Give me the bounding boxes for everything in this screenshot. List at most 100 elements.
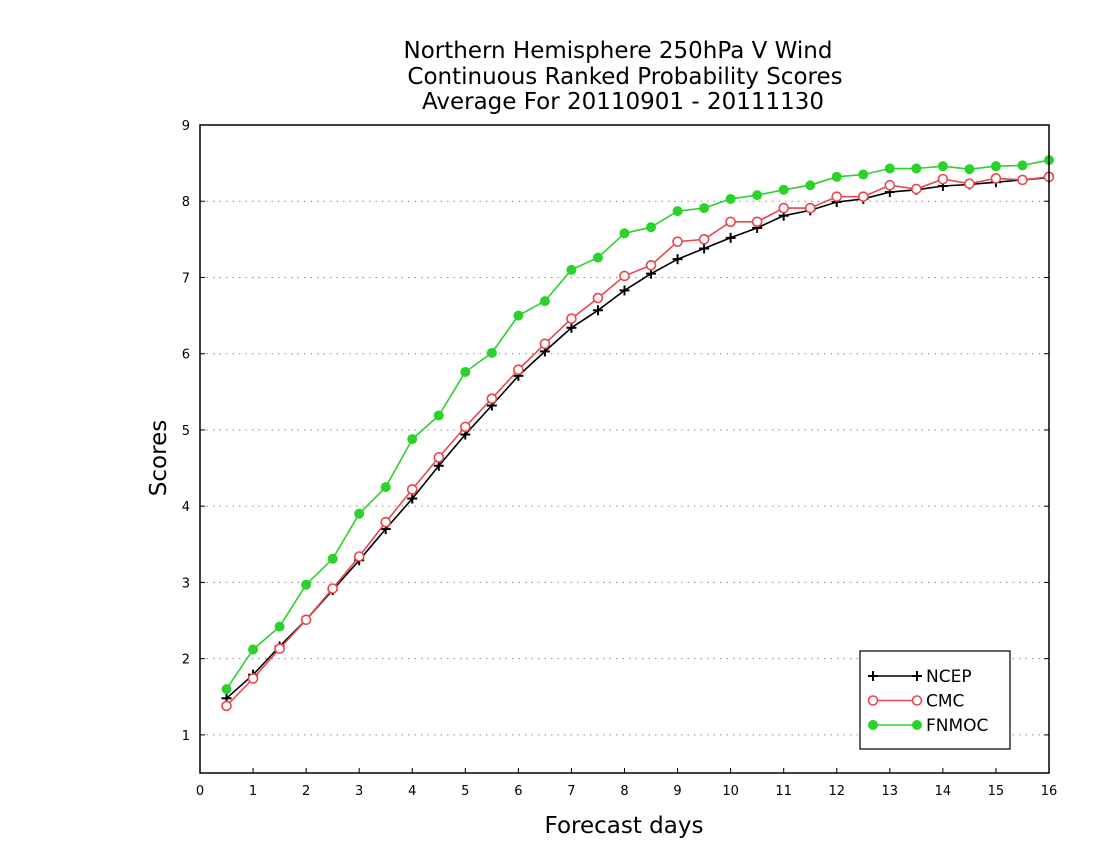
data-point-fnmoc-28 bbox=[964, 164, 975, 175]
title-line-2: Continuous Ranked Probability Scores bbox=[407, 64, 842, 90]
data-point-fnmoc-3 bbox=[301, 579, 312, 590]
legend-marker-start-cmc bbox=[867, 695, 879, 706]
data-point-cmc-26 bbox=[911, 183, 922, 195]
series-line-cmc bbox=[225, 176, 1050, 707]
data-point-cmc-2 bbox=[274, 643, 285, 655]
data-point-fnmoc-25 bbox=[884, 163, 895, 174]
data-point-cmc-8 bbox=[433, 452, 445, 463]
data-point-fnmoc-18 bbox=[699, 203, 710, 214]
data-point-cmc-20 bbox=[751, 216, 763, 228]
data-point-ncep-17 bbox=[672, 254, 683, 265]
y-tick-label-2: 2 bbox=[182, 653, 190, 668]
series-line-fnmoc bbox=[225, 159, 1050, 690]
data-point-cmc-14 bbox=[592, 292, 604, 304]
data-point-fnmoc-24 bbox=[858, 169, 869, 180]
legend-marker-end-fnmoc bbox=[912, 720, 922, 730]
x-tick-label-3: 3 bbox=[355, 784, 363, 799]
data-point-ncep-7 bbox=[407, 493, 418, 504]
y-tick-label-7: 7 bbox=[182, 271, 190, 286]
data-point-fnmoc-6 bbox=[380, 482, 391, 493]
data-point-cmc-17 bbox=[672, 236, 683, 247]
x-tick-label-11: 11 bbox=[775, 784, 792, 799]
data-point-fnmoc-7 bbox=[407, 434, 418, 445]
data-point-fnmoc-27 bbox=[937, 161, 948, 172]
series-fnmoc bbox=[221, 155, 1054, 695]
data-point-cmc-18 bbox=[698, 234, 710, 245]
x-tick-label-8: 8 bbox=[620, 784, 628, 799]
data-point-fnmoc-30 bbox=[1017, 160, 1028, 171]
data-point-fnmoc-12 bbox=[539, 296, 550, 307]
data-point-fnmoc-11 bbox=[513, 310, 524, 321]
y-tick-label-6: 6 bbox=[182, 348, 190, 363]
x-tick-label-13: 13 bbox=[882, 784, 899, 799]
data-point-fnmoc-17 bbox=[672, 206, 683, 217]
y-tick-label-3: 3 bbox=[182, 576, 190, 591]
title-line-1: Northern Hemisphere 250hPa V Wind bbox=[404, 38, 833, 64]
y-axis: 1 2 3 4 5 6 7 8 9 bbox=[182, 119, 1049, 744]
y-tick-label-1: 1 bbox=[182, 729, 190, 744]
data-point-ncep-18 bbox=[699, 243, 710, 254]
data-point-fnmoc-10 bbox=[486, 347, 497, 358]
data-point-fnmoc-2 bbox=[274, 621, 285, 632]
data-point-cmc-27 bbox=[937, 173, 949, 185]
data-point-cmc-4 bbox=[327, 583, 338, 594]
data-point-cmc-10 bbox=[486, 393, 498, 404]
data-point-cmc-21 bbox=[778, 202, 789, 214]
legend-marker-end-ncep bbox=[912, 671, 922, 681]
data-point-cmc-15 bbox=[619, 270, 630, 282]
y-axis-label: Scores bbox=[146, 420, 172, 496]
data-point-cmc-11 bbox=[513, 364, 524, 376]
series-layer bbox=[221, 155, 1055, 712]
legend-label-ncep: NCEP bbox=[926, 667, 972, 687]
legend-marker-start-ncep bbox=[868, 671, 878, 681]
x-tick-label-10: 10 bbox=[722, 784, 739, 799]
data-point-cmc-30 bbox=[1017, 174, 1028, 186]
x-tick-label-4: 4 bbox=[408, 784, 416, 799]
x-tick-label-5: 5 bbox=[461, 784, 469, 799]
x-axis-label: Forecast days bbox=[545, 813, 704, 839]
data-point-fnmoc-1 bbox=[248, 644, 259, 655]
legend-marker-end-cmc bbox=[911, 695, 923, 706]
series-line-ncep bbox=[225, 176, 1050, 699]
title-line-3: Average For 20110901 - 20111130 bbox=[422, 89, 824, 115]
data-point-fnmoc-5 bbox=[354, 508, 365, 519]
data-point-fnmoc-29 bbox=[990, 161, 1001, 172]
data-point-cmc-13 bbox=[566, 313, 577, 324]
chart-title: Northern Hemisphere 250hPa V Wind Contin… bbox=[404, 38, 843, 115]
x-tick-label-6: 6 bbox=[514, 784, 522, 799]
legend-label-fnmoc: FNMOC bbox=[926, 716, 988, 736]
data-point-fnmoc-26 bbox=[911, 163, 922, 174]
legend: NCEP CMC FNMOC bbox=[859, 650, 1011, 750]
data-point-fnmoc-13 bbox=[566, 264, 577, 275]
data-point-ncep-19 bbox=[725, 232, 736, 243]
legend-entry-cmc: CMC bbox=[867, 692, 964, 712]
data-point-cmc-29 bbox=[990, 173, 1002, 184]
data-point-fnmoc-4 bbox=[327, 553, 338, 564]
data-point-cmc-6 bbox=[380, 516, 392, 528]
data-point-fnmoc-22 bbox=[805, 180, 816, 191]
x-tick-label-0: 0 bbox=[196, 784, 204, 799]
data-point-fnmoc-14 bbox=[592, 252, 603, 263]
x-tick-label-15: 15 bbox=[988, 784, 1005, 799]
data-point-cmc-16 bbox=[645, 259, 657, 271]
x-tick-label-16: 16 bbox=[1041, 784, 1058, 799]
data-point-cmc-5 bbox=[353, 551, 365, 562]
data-point-fnmoc-8 bbox=[433, 410, 444, 421]
x-tick-label-12: 12 bbox=[828, 784, 845, 799]
y-tick-label-9: 9 bbox=[182, 119, 190, 134]
data-point-cmc-22 bbox=[804, 202, 816, 214]
x-tick-label-2: 2 bbox=[302, 784, 310, 799]
data-point-cmc-9 bbox=[460, 421, 471, 433]
data-point-cmc-1 bbox=[247, 673, 259, 684]
data-point-cmc-19 bbox=[725, 216, 736, 228]
data-point-ncep-15 bbox=[619, 285, 630, 296]
data-point-fnmoc-23 bbox=[831, 171, 842, 182]
data-point-ncep-14 bbox=[592, 305, 603, 316]
x-axis: 0 1 2 3 4 5 6 7 8 9 10 11 12 13 14 15 16 bbox=[196, 768, 1057, 799]
legend-marker-start-fnmoc bbox=[868, 720, 878, 730]
data-point-cmc-25 bbox=[884, 179, 896, 191]
data-point-cmc-28 bbox=[964, 178, 975, 190]
series-cmc bbox=[221, 171, 1055, 712]
data-point-ncep-13 bbox=[566, 322, 577, 333]
